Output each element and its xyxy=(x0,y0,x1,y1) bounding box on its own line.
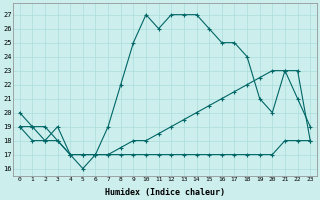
X-axis label: Humidex (Indice chaleur): Humidex (Indice chaleur) xyxy=(105,188,225,197)
